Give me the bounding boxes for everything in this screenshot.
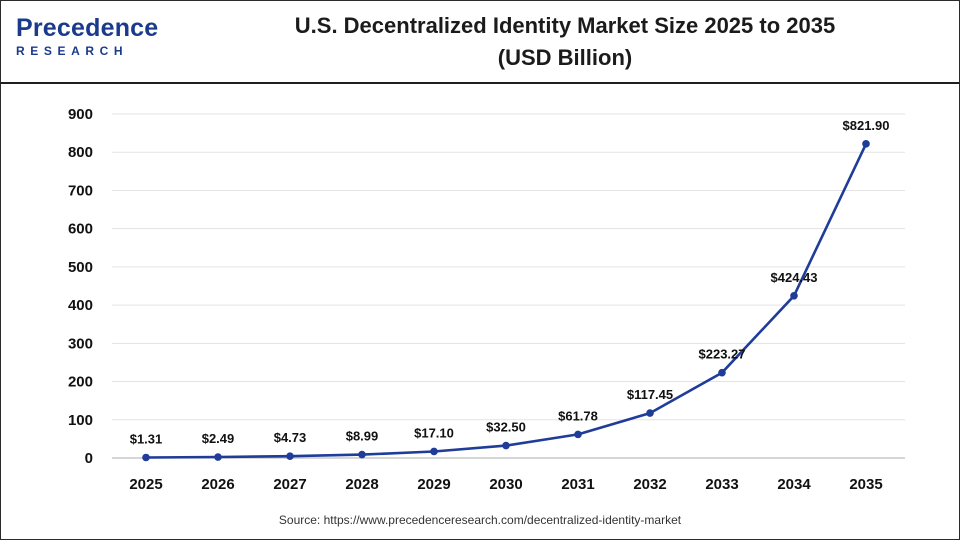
x-tick-label-2026: 2026 bbox=[201, 476, 234, 493]
y-tick-label-900: 900 bbox=[68, 106, 93, 123]
data-point-2026 bbox=[214, 453, 222, 461]
data-point-2025 bbox=[142, 453, 150, 462]
source-note: Source: https://www.precedenceresearch.c… bbox=[278, 513, 682, 527]
data-label-2034: $424.43 bbox=[771, 270, 818, 285]
y-tick-label-600: 600 bbox=[68, 221, 93, 238]
data-label-2032: $117.45 bbox=[627, 387, 673, 402]
header-divider bbox=[0, 82, 960, 84]
data-point-2027 bbox=[286, 452, 294, 460]
data-point-2031 bbox=[574, 430, 582, 439]
chart-title-line-1: U.S. Decentralized Identity Market Size … bbox=[294, 13, 836, 38]
line-chart: 0 100 200 300 400 500 600 700 800 900 2025 2026 2027… bbox=[68, 106, 905, 493]
data-point-2035 bbox=[862, 140, 870, 148]
y-tick-label-200: 200 bbox=[68, 374, 93, 391]
x-tick-label-2025: 2025 bbox=[129, 476, 162, 493]
data-point-2029 bbox=[430, 447, 438, 456]
y-tick-label-800: 800 bbox=[68, 144, 93, 161]
logo-text: Precedence bbox=[16, 14, 159, 42]
x-tick-label-2030: 2030 bbox=[489, 476, 522, 493]
x-tick-label-2028: 2028 bbox=[345, 476, 378, 493]
x-tick-label-2035: 2035 bbox=[849, 476, 882, 493]
data-label-2027: $4.73 bbox=[274, 430, 307, 445]
y-tick-label-500: 500 bbox=[68, 259, 93, 276]
brand-logo: Precedence RESEARCH bbox=[16, 14, 166, 66]
data-point-2030 bbox=[502, 441, 510, 450]
y-tick-label-300: 300 bbox=[68, 335, 93, 352]
x-tick-label-2029: 2029 bbox=[417, 476, 450, 493]
logo-subtext: RESEARCH bbox=[16, 44, 129, 58]
data-label-2033: $223.27 bbox=[699, 347, 746, 362]
data-label-2026: $2.49 bbox=[202, 431, 235, 446]
x-tick-label-2032: 2032 bbox=[633, 476, 666, 493]
chart-title: U.S. Decentralized Identity Market Size … bbox=[175, 10, 955, 74]
data-point-2033 bbox=[718, 368, 726, 377]
data-label-2025: $1.31 bbox=[130, 431, 163, 446]
data-label-2031: $61.78 bbox=[558, 408, 598, 423]
x-tick-label-2031: 2031 bbox=[561, 476, 594, 493]
y-tick-label-100: 100 bbox=[68, 412, 93, 429]
chart-title-line-2: (USD Billion) bbox=[497, 45, 633, 70]
data-label-2029: $17.10 bbox=[414, 425, 454, 440]
x-tick-label-2034: 2034 bbox=[777, 476, 811, 493]
data-label-2030: $32.50 bbox=[486, 420, 526, 435]
x-tick-label-2027: 2027 bbox=[273, 476, 306, 493]
data-label-2035: $821.90 bbox=[843, 118, 890, 133]
x-tick-label-2033: 2033 bbox=[705, 476, 738, 493]
data-point-2034 bbox=[790, 291, 798, 300]
y-tick-label-700: 700 bbox=[68, 182, 93, 199]
header: Precedence RESEARCH U.S. Decentralized I… bbox=[0, 0, 960, 82]
data-point-2028 bbox=[358, 450, 366, 459]
y-tick-label-0: 0 bbox=[85, 450, 93, 467]
y-tick-label-400: 400 bbox=[68, 297, 93, 314]
data-point-2032 bbox=[646, 409, 654, 417]
data-label-2028: $8.99 bbox=[346, 429, 379, 444]
